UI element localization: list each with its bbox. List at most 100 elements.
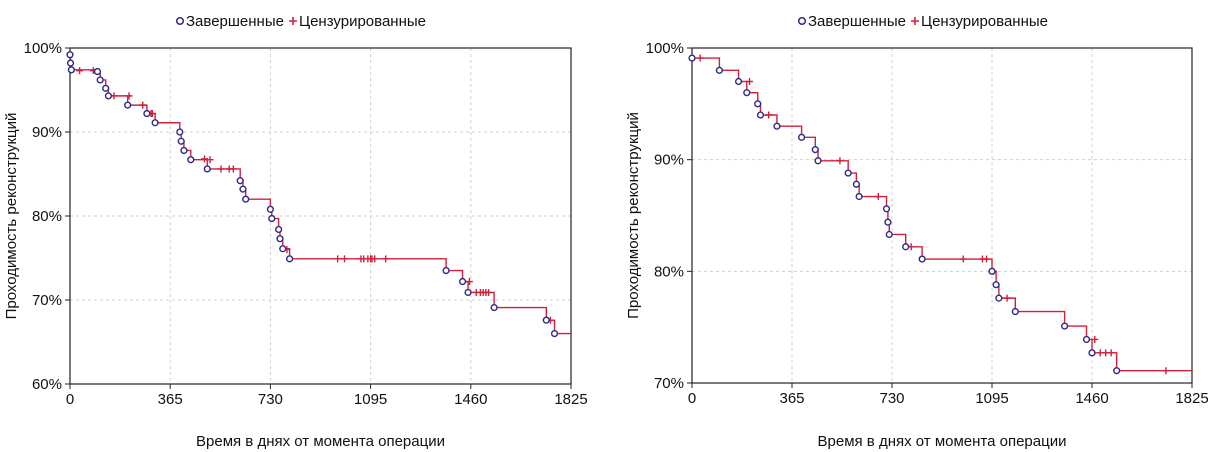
- event-marker: [988, 267, 996, 275]
- censored-marker: [139, 101, 147, 109]
- y-tick-label: 100%: [24, 40, 62, 57]
- event-marker: [542, 316, 550, 324]
- event-marker: [902, 243, 910, 251]
- event-marker: [1088, 349, 1096, 357]
- event-marker: [773, 122, 781, 130]
- censored-marker: [765, 111, 773, 119]
- event-marker: [1011, 307, 1019, 316]
- event-marker: [756, 111, 765, 119]
- event-marker: [464, 288, 472, 297]
- censored-marker: [696, 54, 704, 62]
- censored-marker: [206, 156, 214, 164]
- censored-marker: [341, 255, 349, 263]
- x-axis-label: Время в днях от момента операции: [196, 433, 445, 450]
- event-marker: [236, 177, 244, 185]
- event-marker: [93, 67, 102, 76]
- event-marker: [286, 255, 294, 263]
- event-marker: [275, 225, 283, 234]
- event-marker: [187, 156, 195, 164]
- legend-label-censored: Цензурированные: [299, 13, 426, 30]
- event-marker: [844, 169, 852, 177]
- event-marker: [715, 66, 723, 74]
- censored-marker: [334, 255, 342, 263]
- event-marker: [882, 205, 891, 213]
- x-tick-label: 730: [879, 390, 904, 407]
- censored-marker: [1107, 349, 1115, 357]
- legend-label-censored: Цензурированные: [921, 13, 1048, 30]
- censored-marker: [201, 155, 209, 163]
- event-marker: [104, 92, 113, 100]
- censored-marker: [382, 255, 390, 263]
- event-marker: [151, 119, 159, 127]
- legend-label-completed: Завершенные: [186, 13, 284, 30]
- event-marker: [734, 77, 743, 86]
- event-marker: [814, 157, 822, 165]
- censored-marker: [874, 193, 882, 201]
- event-marker: [268, 214, 276, 223]
- event-marker: [96, 76, 104, 84]
- x-axis-label: Время в днях от момента операции: [818, 433, 1067, 450]
- legend-marker-censored: [288, 17, 297, 25]
- event-marker: [688, 54, 696, 62]
- event-marker: [797, 133, 806, 141]
- legend-marker-completed: [797, 16, 807, 26]
- x-tick-label: 1095: [975, 390, 1008, 407]
- legend-label-completed: Завершенные: [808, 13, 906, 30]
- event-marker: [458, 277, 467, 286]
- x-tick-label: 1825: [554, 391, 587, 408]
- event-marker: [884, 218, 892, 226]
- censored-marker: [1091, 335, 1099, 343]
- censored-marker: [746, 78, 754, 85]
- event-marker: [885, 230, 893, 239]
- x-tick-label: 1825: [1175, 390, 1208, 407]
- y-tick-label: 70%: [32, 292, 62, 309]
- y-tick-label: 80%: [32, 208, 62, 225]
- event-marker: [276, 235, 284, 243]
- event-marker: [1113, 367, 1121, 375]
- legend-marker-censored: [910, 17, 919, 25]
- event-marker: [242, 195, 250, 203]
- event-marker: [239, 185, 247, 193]
- censored-marker: [217, 165, 225, 173]
- x-tick-label: 730: [258, 391, 283, 408]
- censored-marker: [1162, 367, 1170, 375]
- event-marker: [180, 146, 188, 155]
- censored-marker: [371, 255, 379, 263]
- event-marker: [66, 51, 74, 59]
- km-chart-right: 0 365 730 1095 1460 1825 70% 80% 90% 100% Время в …: [625, 13, 1209, 450]
- event-marker: [811, 146, 819, 154]
- event-marker: [177, 137, 185, 145]
- censored-marker: [983, 255, 991, 263]
- censored-marker: [76, 67, 84, 75]
- event-marker: [279, 245, 287, 253]
- x-tick-label: 365: [158, 391, 183, 408]
- plot-frame: [691, 47, 1193, 384]
- event-marker: [855, 192, 863, 201]
- event-marker: [743, 89, 751, 97]
- event-marker: [102, 84, 110, 92]
- event-marker: [143, 109, 151, 118]
- censored-marker: [125, 92, 133, 100]
- event-marker: [1082, 335, 1091, 344]
- y-axis-label: Проходимость реконструкций: [625, 112, 642, 319]
- censored-marker: [485, 288, 493, 296]
- y-tick-label: 100%: [646, 40, 684, 57]
- x-tick-label: 0: [66, 391, 74, 408]
- event-marker: [490, 303, 498, 312]
- y-tick-label: 70%: [654, 375, 684, 392]
- event-marker: [754, 100, 762, 108]
- y-tick-label: 90%: [654, 152, 684, 169]
- x-tick-label: 1460: [1075, 390, 1108, 407]
- event-marker: [266, 205, 275, 213]
- x-tick-label: 365: [779, 390, 804, 407]
- event-marker: [918, 255, 926, 263]
- y-tick-label: 80%: [654, 263, 684, 280]
- event-marker: [67, 66, 75, 74]
- y-axis-label: Проходимость реконструкций: [3, 113, 20, 320]
- plot-area: [70, 48, 571, 384]
- censored-marker: [959, 255, 967, 263]
- event-marker: [442, 267, 450, 275]
- event-marker: [203, 165, 211, 173]
- km-chart-left: 0 365 730 1095 1460 1825 60% 70% 80% 90% 100% Время…: [3, 13, 588, 450]
- legend-marker-completed: [175, 16, 185, 26]
